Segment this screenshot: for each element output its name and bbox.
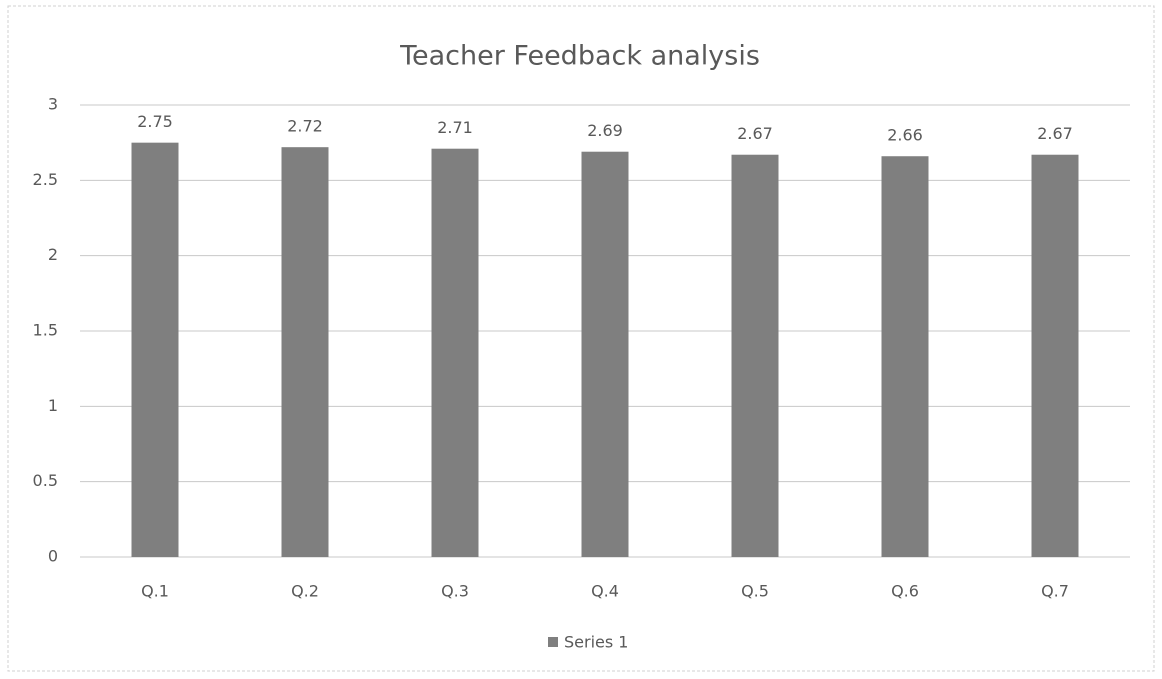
data-label: 2.69 [587,121,623,140]
y-tick-label: 1 [48,396,58,415]
bar [1031,154,1079,557]
data-label: 2.67 [737,124,773,143]
legend-swatch [548,637,558,647]
x-tick-label: Q.1 [141,582,169,601]
y-tick-label: 3 [48,95,58,114]
y-tick-label: 0 [48,547,58,566]
y-tick-label: 2.5 [33,170,58,189]
x-tick-label: Q.6 [891,582,919,601]
x-tick-label: Q.5 [741,582,769,601]
legend-label: Series 1 [564,633,628,652]
y-tick-label: 0.5 [33,471,58,490]
bar [731,154,779,557]
bar [881,156,929,557]
x-tick-label: Q.4 [591,582,619,601]
y-tick-label: 2 [48,245,58,264]
data-label: 2.75 [137,112,173,131]
bar [281,147,329,558]
bar [131,142,179,557]
data-label: 2.72 [287,117,323,136]
bar [581,151,629,557]
x-tick-label: Q.3 [441,582,469,601]
chart-title: Teacher Feedback analysis [399,41,760,72]
bar [431,148,479,557]
data-label: 2.66 [887,126,923,145]
data-label: 2.71 [437,118,473,137]
x-tick-label: Q.7 [1041,582,1069,601]
y-tick-label: 1.5 [33,321,58,340]
data-label: 2.67 [1037,124,1073,143]
x-tick-label: Q.2 [291,582,319,601]
chart-border [7,5,1155,672]
